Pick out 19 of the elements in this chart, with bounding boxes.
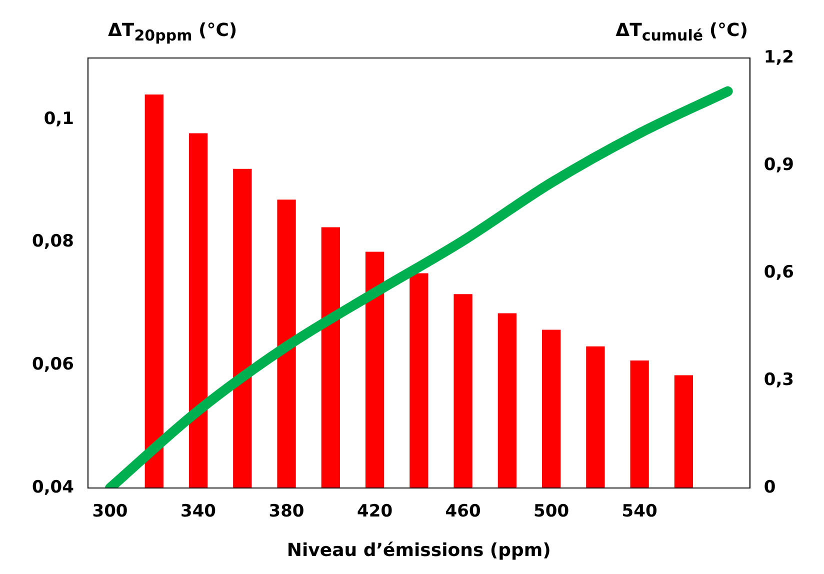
y-axis-title: ΔT$_{20ppm}$ (°C) xyxy=(108,20,238,45)
x-tick-label: 340 xyxy=(180,502,216,522)
y-tick-label: 0,1 xyxy=(44,108,74,129)
y-tick-label: 0,04 xyxy=(32,477,74,498)
y2-tick-label: 0,9 xyxy=(764,154,794,175)
y2-tick-label: 0,6 xyxy=(764,262,794,282)
x-tick-label: 460 xyxy=(445,502,481,522)
x-tick-label: 500 xyxy=(534,502,570,522)
x-tick-label: 300 xyxy=(92,502,128,522)
y-tick-label: 0,06 xyxy=(32,354,74,375)
x-axis-title: Niveau d’émissions (ppm) xyxy=(286,540,551,561)
x-tick-label: 380 xyxy=(268,502,304,522)
y2-tick-label: 1,2 xyxy=(764,47,794,68)
x-tick-label: 420 xyxy=(357,502,393,522)
y2-tick-label: 0 xyxy=(764,477,776,498)
y-tick-label: 0,08 xyxy=(32,232,74,252)
y2-tick-label: 0,3 xyxy=(764,370,794,390)
x-tick-label: 540 xyxy=(622,502,658,522)
y2-axis-title: ΔT$_{cumulé}$ (°C) xyxy=(616,20,748,45)
